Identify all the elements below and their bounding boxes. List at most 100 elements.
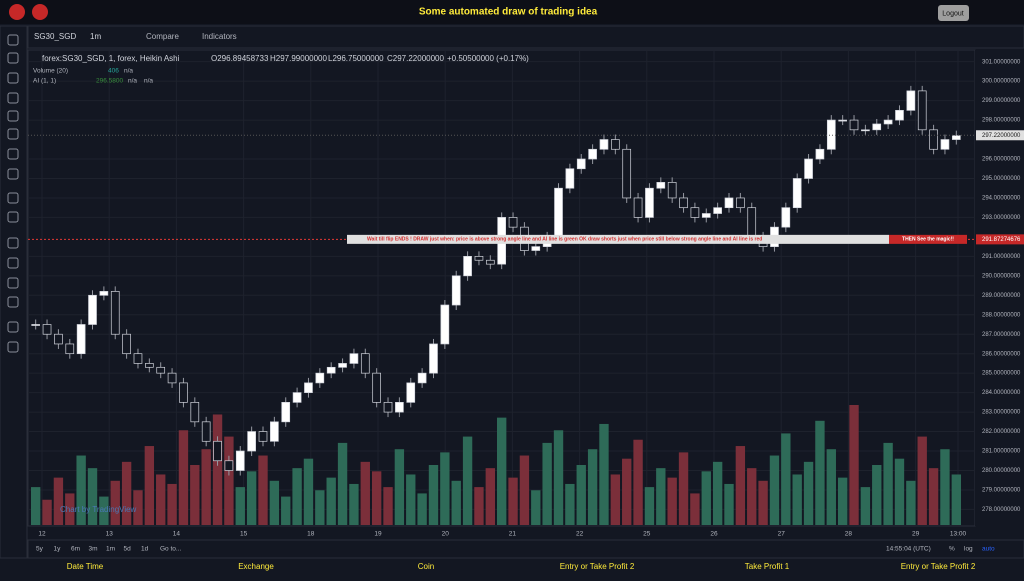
tool-icon[interactable] [7, 192, 19, 204]
volume-bar [315, 490, 325, 525]
tool-icon[interactable] [7, 128, 19, 140]
candle [349, 353, 359, 364]
footer-label: Date Time [67, 562, 104, 571]
tool-icon[interactable] [7, 72, 19, 84]
volume-bar [167, 483, 177, 525]
candle [395, 402, 404, 413]
tool-icon[interactable] [7, 34, 19, 46]
tool-icon[interactable] [7, 237, 19, 249]
candle [508, 217, 518, 228]
candle [451, 275, 461, 306]
auto-toggle[interactable]: auto [982, 546, 995, 553]
footer-label: Exchange [238, 562, 274, 571]
range-button[interactable]: 1d [141, 546, 149, 553]
volume-bar [917, 436, 927, 525]
candle [145, 363, 154, 368]
tool-icon[interactable] [7, 211, 19, 223]
page-title: Some automated draw of trading idea [419, 7, 598, 18]
range-button[interactable]: 1m [106, 546, 115, 553]
candle [724, 197, 734, 209]
logout-button[interactable] [938, 5, 969, 21]
indicators[interactable]: Indicators [202, 32, 237, 41]
candle [133, 353, 143, 364]
tool-icon[interactable] [7, 296, 19, 308]
candle [360, 353, 370, 374]
candles [31, 85, 961, 476]
tool-icon[interactable] [7, 168, 19, 180]
volume-bar [531, 490, 541, 525]
y-tick-label: 281.00000000 [982, 449, 1021, 455]
candle [247, 431, 256, 452]
tool-icon[interactable] [7, 148, 19, 160]
volume-bar [337, 442, 348, 525]
volume-bar [428, 465, 439, 525]
logout-label[interactable]: Logout [942, 10, 963, 17]
tool-icon[interactable] [7, 341, 19, 353]
clock: 14:55:04 (UTC) [886, 546, 931, 553]
banner-magic-box [889, 234, 967, 244]
volume-bar [371, 471, 382, 525]
candle [645, 187, 654, 218]
candle [292, 392, 302, 403]
range-button[interactable]: 5y [36, 546, 44, 553]
symbol[interactable]: SG30_SGD [34, 32, 76, 41]
candle [690, 207, 700, 218]
percent-toggle[interactable]: % [949, 546, 955, 553]
candle [679, 197, 688, 209]
volume-bar [303, 458, 314, 525]
range-button[interactable]: 6m [71, 546, 80, 553]
current-price-label: 297.22000000 [982, 133, 1021, 139]
volume-bar [769, 455, 780, 525]
volume-bar [326, 477, 336, 525]
volume-bar [553, 430, 564, 525]
ai-label: AI (1, 1) [33, 78, 56, 85]
candle [110, 291, 120, 335]
volume-bar [394, 449, 405, 525]
range-button[interactable]: 1y [54, 546, 62, 553]
candle [54, 333, 63, 345]
volume-bar [565, 483, 575, 525]
volume-bar [690, 493, 700, 525]
volume-bar [406, 474, 416, 525]
tool-icon[interactable] [7, 52, 19, 64]
x-tick-label: 26 [710, 531, 718, 538]
volume-bar [837, 477, 848, 525]
x-tick-label: 18 [307, 531, 315, 538]
volume-bar [462, 436, 473, 525]
candle [88, 294, 97, 325]
volume-bar [497, 417, 507, 525]
compare[interactable]: Compare [146, 32, 179, 41]
tool-icon[interactable] [7, 110, 19, 122]
y-tick-label: 290.00000000 [982, 273, 1021, 279]
goto-button[interactable]: Go to... [160, 546, 182, 553]
candle [588, 148, 597, 160]
x-tick-label: 20 [442, 531, 450, 538]
footer-label: Entry or Take Profit 2 [901, 562, 976, 571]
volume-bar [928, 468, 939, 525]
log-toggle[interactable]: log [964, 546, 973, 553]
range-button[interactable]: 5d [124, 546, 132, 553]
volume-bar [792, 474, 802, 525]
candle [417, 372, 427, 384]
ai-na: n/a [144, 78, 153, 85]
tool-icon[interactable] [7, 321, 19, 333]
tool-icon[interactable] [7, 277, 19, 289]
tool-icon[interactable] [7, 257, 19, 269]
volume-bar [258, 455, 268, 525]
candle [190, 402, 200, 423]
interval[interactable]: 1m [90, 32, 101, 41]
volume-bar [519, 455, 530, 525]
y-tick-label: 285.00000000 [982, 371, 1021, 377]
candle [156, 366, 166, 374]
candle [383, 402, 393, 413]
axes: 301.00000000 300.00000000 299.00000000 298.… [38, 59, 1021, 537]
y-tick-label: 287.00000000 [982, 332, 1021, 338]
volume-bar [633, 439, 643, 525]
range-button[interactable]: 3m [89, 546, 98, 553]
tool-icon[interactable] [7, 92, 19, 104]
y-tick-label: 289.00000000 [982, 293, 1021, 299]
volume-bar [508, 477, 518, 525]
volume-bar [269, 480, 280, 525]
candle [406, 382, 416, 403]
candle [531, 246, 541, 251]
